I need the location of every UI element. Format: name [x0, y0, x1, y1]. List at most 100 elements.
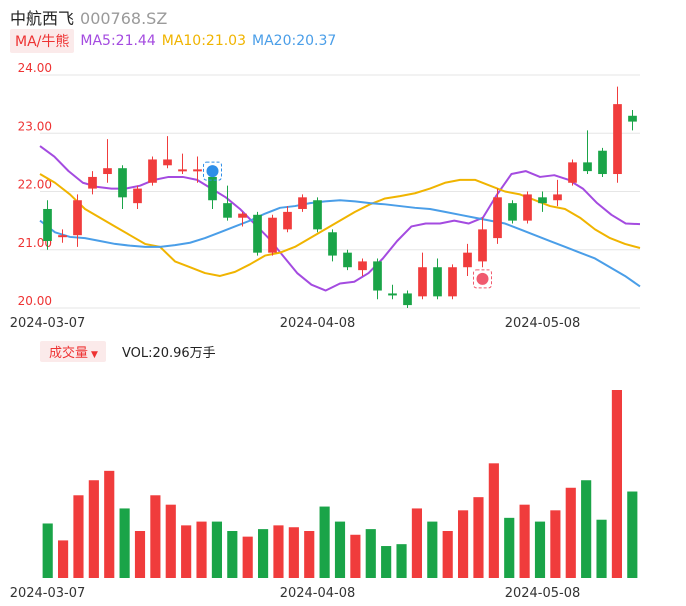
candle-body	[628, 115, 637, 122]
volume-date-tick-label: 2024-04-08	[280, 586, 356, 601]
moving-average-lines	[39, 145, 641, 292]
caret-down-icon: ▼	[91, 349, 98, 360]
volume-bar	[181, 525, 192, 578]
volume-bar	[458, 510, 469, 578]
volume-bar	[427, 521, 438, 578]
date-tick-label: 2024-04-08	[280, 316, 356, 331]
ma10-label: MA10:21.03	[161, 33, 247, 49]
candle-body	[343, 252, 352, 268]
bear-icon-frame	[203, 161, 222, 181]
volume-bar	[365, 529, 376, 578]
candle-body	[538, 197, 547, 204]
ma20-label: MA20:20.37	[252, 33, 337, 49]
candle-body	[73, 200, 82, 236]
volume-bar	[581, 480, 592, 578]
volume-bar	[273, 525, 284, 578]
ma-legend: MA/牛熊 MA5:21.44 MA10:21.03 MA20:20.37	[10, 29, 342, 53]
candle-body	[403, 293, 412, 306]
volume-bar	[42, 523, 53, 578]
stock-header: 中航西飞 000768.SZ	[10, 5, 168, 28]
volume-bar	[288, 527, 299, 578]
volume-bar	[150, 495, 161, 578]
candle-body	[583, 162, 592, 172]
date-axis-ticks: 2024-03-07 2024-04-08 2024-05-08	[10, 316, 581, 331]
candle-body	[208, 176, 217, 201]
candle-body	[88, 176, 97, 189]
candle-body	[418, 267, 427, 297]
stock-code: 000768.SZ	[80, 9, 168, 28]
volume-bar	[258, 529, 269, 578]
candle-body	[298, 197, 307, 209]
volume-bar	[381, 546, 392, 578]
volume-bar	[319, 506, 330, 578]
ma5-label: MA5:21.44	[80, 33, 156, 49]
candle-body	[598, 150, 607, 175]
volume-bar	[396, 544, 407, 578]
candlesticks	[43, 86, 637, 308]
price-tick-label: 24.00	[18, 61, 52, 75]
candle-body	[478, 229, 487, 262]
candle-body	[163, 159, 172, 166]
candle-body	[253, 214, 262, 253]
price-tick-label: 20.00	[18, 294, 52, 308]
volume-bar	[596, 519, 607, 578]
candle-body	[433, 267, 442, 297]
signal-markers	[203, 161, 492, 289]
candle-body	[148, 159, 157, 183]
ma10-line	[39, 173, 641, 277]
volume-indicator-toggle[interactable]: 成交量 ▼	[40, 340, 106, 362]
date-tick-label: 2024-05-08	[505, 316, 581, 331]
volume-date-tick-label: 2024-05-08	[505, 586, 581, 601]
candle-body	[193, 169, 202, 172]
candle-body	[463, 252, 472, 268]
candle-body	[268, 217, 277, 253]
volume-bar	[242, 536, 253, 578]
volume-bar	[304, 531, 315, 578]
date-tick-label: 2024-03-07	[10, 316, 86, 331]
volume-bar	[411, 508, 422, 578]
volume-bar	[565, 487, 576, 578]
volume-value: VOL:20.96万手	[121, 345, 216, 361]
ma20-line	[39, 199, 641, 288]
candle-body	[313, 200, 322, 230]
volume-bar	[119, 508, 130, 578]
volume-date-tick-label: 2024-03-07	[10, 586, 86, 601]
candle-body	[508, 203, 517, 221]
volume-bar	[350, 534, 361, 578]
volume-bar	[334, 521, 346, 578]
volume-bar	[58, 540, 69, 578]
volume-bar	[611, 390, 622, 578]
candle-body	[493, 197, 502, 239]
volume-legend: 成交量 ▼ VOL:20.96万手	[40, 340, 216, 362]
volume-date-ticks: 2024-03-07 2024-04-08 2024-05-08	[10, 586, 581, 601]
price-tick-label: 22.00	[18, 178, 52, 192]
candle-body	[328, 232, 337, 256]
volume-bar	[227, 531, 238, 578]
candle-body	[388, 293, 397, 296]
candle-body	[133, 188, 142, 204]
candle-body	[178, 169, 187, 172]
candle-body	[448, 267, 457, 297]
volume-bar	[519, 504, 530, 578]
stock-name: 中航西飞	[10, 9, 75, 28]
volume-bar	[488, 463, 499, 578]
volume-bar	[88, 480, 99, 578]
price-grid	[40, 74, 640, 309]
candle-body	[58, 235, 67, 238]
candle-body	[358, 261, 367, 271]
volume-bar	[165, 504, 176, 578]
bull-icon-frame	[473, 269, 492, 289]
volume-bar	[196, 521, 207, 578]
candle-body	[118, 168, 127, 198]
volume-bar	[442, 531, 453, 578]
volume-bar	[534, 521, 546, 578]
candle-body	[373, 261, 382, 291]
volume-bar	[627, 491, 638, 578]
bear-icon	[206, 165, 219, 178]
volume-bars	[42, 390, 638, 578]
volume-bar	[550, 510, 561, 578]
candle-body	[553, 194, 562, 201]
ma-indicator-toggle[interactable]: MA/牛熊	[10, 29, 75, 53]
